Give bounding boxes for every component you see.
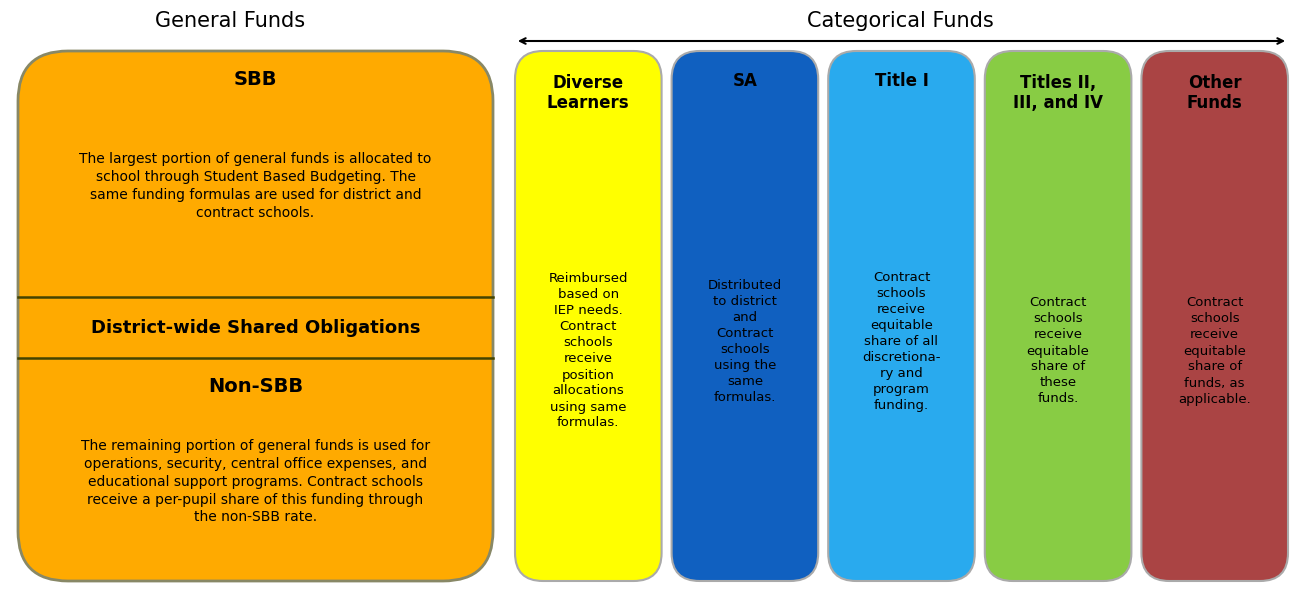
Text: Other
Funds: Other Funds <box>1187 74 1243 112</box>
Text: Categorical Funds: Categorical Funds <box>806 11 993 31</box>
Text: Non-SBB: Non-SBB <box>208 377 303 396</box>
Text: Titles II,
III, and IV: Titles II, III, and IV <box>1013 74 1104 112</box>
Text: The remaining portion of general funds is used for
operations, security, central: The remaining portion of general funds i… <box>81 439 430 525</box>
Text: Diverse
Learners: Diverse Learners <box>547 74 629 112</box>
Text: District-wide Shared Obligations: District-wide Shared Obligations <box>91 319 420 337</box>
FancyBboxPatch shape <box>18 51 493 581</box>
Text: Title I: Title I <box>875 72 928 90</box>
Text: Contract
schools
receive
equitable
share of
these
funds.: Contract schools receive equitable share… <box>1027 297 1089 405</box>
FancyBboxPatch shape <box>515 51 662 581</box>
FancyBboxPatch shape <box>1141 51 1288 581</box>
Text: The largest portion of general funds is allocated to
school through Student Base: The largest portion of general funds is … <box>79 153 432 220</box>
Text: General Funds: General Funds <box>155 11 306 31</box>
Text: SA: SA <box>732 72 758 90</box>
Text: SBB: SBB <box>234 69 277 89</box>
FancyBboxPatch shape <box>672 51 818 581</box>
Text: Contract
schools
receive
equitable
share of all
discretiona-
ry and
program
fund: Contract schools receive equitable share… <box>862 271 941 411</box>
FancyBboxPatch shape <box>828 51 975 581</box>
Text: Reimbursed
based on
IEP needs.
Contract
schools
receive
position
allocations
usi: Reimbursed based on IEP needs. Contract … <box>549 273 628 429</box>
Text: Distributed
to district
and
Contract
schools
using the
same
formulas.: Distributed to district and Contract sch… <box>707 279 783 403</box>
Text: Contract
schools
receive
equitable
share of
funds, as
applicable.: Contract schools receive equitable share… <box>1178 297 1251 405</box>
FancyBboxPatch shape <box>985 51 1131 581</box>
